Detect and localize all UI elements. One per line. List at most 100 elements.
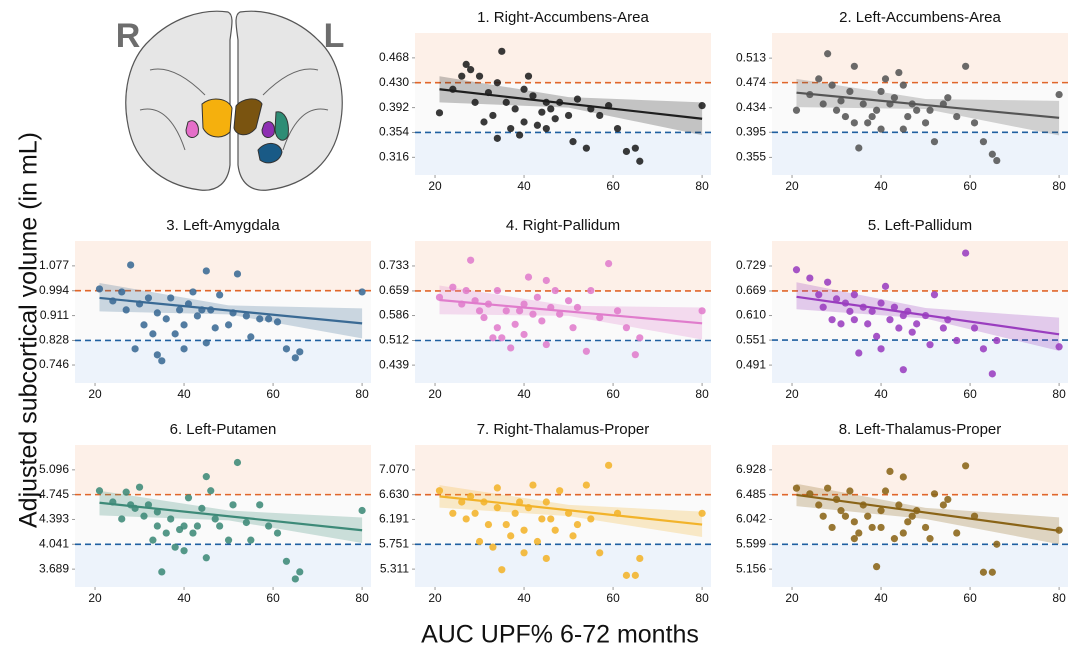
data-point (815, 291, 823, 299)
data-point (868, 523, 876, 532)
data-point (993, 336, 1001, 345)
data-point (850, 518, 858, 526)
data-point (95, 487, 104, 495)
data-point (962, 62, 970, 70)
data-point (162, 529, 170, 537)
x-tick-label: 20 (785, 179, 799, 193)
data-point (282, 557, 291, 565)
y-tick-label: 0.733 (379, 258, 409, 272)
confidence-band (796, 78, 1060, 136)
panel: 8. Left-Thalamus-Proper 6.928 6.485 6.042 5.… (736, 421, 1068, 605)
data-point (877, 523, 885, 532)
data-point (158, 357, 166, 365)
data-point (988, 568, 996, 576)
data-point (904, 518, 912, 526)
confidence-band (439, 76, 703, 136)
panel-title: 2. Left-Accumbens-Area (839, 9, 1001, 26)
data-point (462, 60, 470, 69)
data-point (622, 147, 631, 156)
data-point (873, 106, 881, 114)
lower-shade (415, 544, 711, 587)
fit-line (439, 88, 703, 120)
data-point (167, 515, 175, 523)
data-point (850, 291, 858, 299)
data-point (524, 273, 533, 281)
data-point (698, 307, 706, 315)
data-point (859, 100, 867, 108)
data-point (462, 515, 470, 523)
x-tick-label: 80 (1052, 179, 1066, 193)
data-point (502, 98, 510, 106)
data-point (846, 307, 854, 315)
y-tick-label: 0.474 (736, 75, 766, 89)
data-point (520, 300, 528, 308)
data-point (899, 125, 907, 133)
brain-illustration: R L (116, 10, 344, 191)
data-point (202, 554, 210, 562)
x-tick-label: 40 (177, 591, 191, 605)
x-tick-label: 80 (355, 591, 369, 605)
data-point (899, 81, 907, 89)
data-point (864, 320, 872, 328)
data-point (824, 484, 832, 492)
data-point (542, 498, 550, 506)
data-point (819, 512, 827, 520)
y-tick-label: 0.392 (379, 100, 409, 114)
data-point (180, 345, 188, 353)
y-tick-label: 0.669 (736, 283, 766, 297)
data-point (216, 522, 224, 530)
data-point (828, 81, 836, 89)
data-point (153, 522, 161, 530)
data-point (631, 144, 639, 152)
y-tick-label: 3.689 (39, 561, 69, 575)
data-point (189, 529, 197, 537)
data-point (516, 131, 524, 139)
data-point (895, 501, 903, 509)
upper-shade (75, 445, 371, 495)
x-tick-label: 20 (88, 387, 102, 401)
data-point (582, 144, 590, 152)
data-point (224, 536, 233, 544)
data-point (877, 507, 885, 515)
data-point (520, 330, 528, 339)
data-point (529, 481, 537, 489)
data-point (533, 121, 542, 129)
x-axis-label: AUC UPF% 6-72 months (421, 621, 699, 649)
y-tick-label: 6.191 (379, 512, 409, 526)
y-tick-label: 7.070 (379, 462, 409, 476)
data-point (118, 515, 126, 523)
data-point (890, 535, 899, 543)
x-tick-label: 60 (266, 591, 280, 605)
data-point (582, 347, 590, 355)
fit-line (796, 91, 1060, 119)
data-point (153, 508, 161, 516)
data-point (636, 157, 644, 165)
data-point (529, 310, 537, 318)
data-point (171, 330, 179, 338)
left-structure (233, 98, 263, 136)
data-point (542, 340, 550, 349)
fit-line (439, 495, 703, 526)
data-point (467, 492, 475, 500)
data-point (979, 345, 988, 353)
data-point (569, 138, 577, 146)
data-point (480, 313, 488, 322)
data-point (890, 94, 899, 102)
y-tick-label: 0.512 (379, 333, 409, 347)
x-tick-label: 40 (517, 387, 531, 401)
data-point (198, 504, 206, 512)
data-point (564, 111, 573, 120)
x-tick-label: 60 (266, 387, 280, 401)
panel-title: 6. Left-Putamen (170, 421, 277, 438)
data-point (582, 481, 590, 489)
data-point (855, 144, 863, 152)
data-point (135, 483, 144, 491)
y-tick-label: 0.513 (736, 50, 766, 64)
data-point (1055, 90, 1063, 99)
data-point (944, 495, 952, 504)
lower-shade (415, 340, 711, 383)
panel: 6. Left-Putamen 5.096 4.745 4.393 4.041 3.689… (39, 421, 371, 605)
x-tick-label: 40 (517, 591, 531, 605)
data-point (953, 112, 961, 121)
